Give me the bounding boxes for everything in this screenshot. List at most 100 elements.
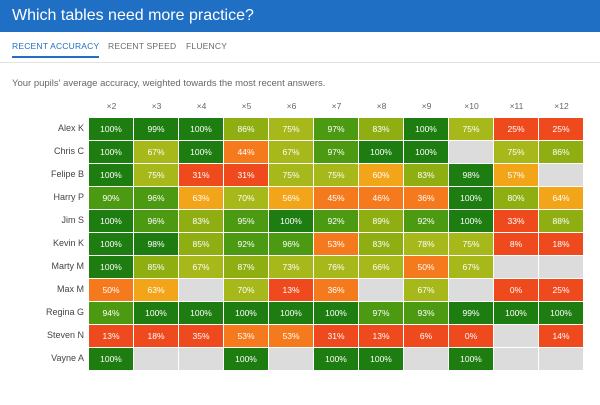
heatmap-cell: 63% (134, 279, 178, 301)
heatmap-cell-empty (449, 279, 493, 301)
heatmap-cell: 14% (539, 325, 583, 347)
heatmap-cell: 31% (314, 325, 358, 347)
column-header: ×7 (331, 101, 342, 111)
heatmap-cell: 93% (404, 302, 448, 324)
heatmap-cell: 0% (494, 279, 538, 301)
heatmap-cell: 100% (314, 302, 358, 324)
heatmap-cell: 70% (224, 279, 268, 301)
tab-bar: RECENT ACCURACY RECENT SPEED FLUENCY (0, 32, 600, 63)
heatmap-cell-empty (494, 325, 538, 347)
heatmap-cell: 57% (494, 164, 538, 186)
pupil-name: Regina G (45, 307, 84, 317)
heatmap-cell: 88% (539, 210, 583, 232)
heatmap-cell: 78% (404, 233, 448, 255)
heatmap-cell: 100% (89, 164, 133, 186)
heatmap-cell: 100% (89, 348, 133, 370)
heatmap-cell: 100% (269, 302, 313, 324)
heatmap-cell: 100% (224, 302, 268, 324)
heatmap-cell: 92% (404, 210, 448, 232)
heatmap-cell: 0% (449, 325, 493, 347)
heatmap-cell: 18% (539, 233, 583, 255)
heatmap-cell: 50% (404, 256, 448, 278)
heatmap-cell: 83% (359, 118, 403, 140)
heatmap-cell: 100% (269, 210, 313, 232)
pupil-name: Alex K (57, 123, 84, 133)
tab-recent-speed[interactable]: RECENT SPEED (108, 41, 177, 51)
heatmap-cell: 75% (134, 164, 178, 186)
heatmap-cell: 67% (449, 256, 493, 278)
heatmap-cell: 75% (494, 141, 538, 163)
heatmap-cell: 97% (314, 141, 358, 163)
heatmap-cell: 83% (404, 164, 448, 186)
heatmap-cell: 97% (359, 302, 403, 324)
heatmap-cell: 100% (89, 256, 133, 278)
heatmap-cell: 100% (404, 141, 448, 163)
heatmap-cell: 25% (539, 118, 583, 140)
heatmap-cell: 46% (359, 187, 403, 209)
heatmap-cell: 50% (89, 279, 133, 301)
heatmap-cell: 85% (179, 233, 223, 255)
heatmap-cell-empty (494, 348, 538, 370)
tab-recent-accuracy[interactable]: RECENT ACCURACY (12, 41, 100, 58)
heatmap-cell: 85% (134, 256, 178, 278)
heatmap-cell: 100% (89, 141, 133, 163)
heatmap-cell: 67% (134, 141, 178, 163)
heatmap-cell: 99% (449, 302, 493, 324)
heatmap-cell: 67% (404, 279, 448, 301)
heatmap-cell: 63% (179, 187, 223, 209)
heatmap-cell: 53% (314, 233, 358, 255)
heatmap-cell-empty (539, 164, 583, 186)
heatmap-cell: 6% (404, 325, 448, 347)
heatmap-cell-empty (404, 348, 448, 370)
column-header: ×11 (509, 101, 524, 111)
pupil-name: Kevin K (52, 238, 84, 248)
heatmap-cell: 100% (404, 118, 448, 140)
pupil-name: Marty M (51, 261, 85, 271)
heatmap-cell: 100% (179, 141, 223, 163)
column-header: ×10 (464, 101, 479, 111)
heatmap-cell: 96% (269, 233, 313, 255)
heatmap-cell: 36% (404, 187, 448, 209)
heatmap-cell: 70% (224, 187, 268, 209)
heatmap-cell: 100% (449, 187, 493, 209)
heatmap-cell: 53% (224, 325, 268, 347)
heatmap-cell: 100% (539, 302, 583, 324)
heatmap-cell: 100% (134, 302, 178, 324)
heatmap-cell: 75% (314, 164, 358, 186)
pupil-name: Harry P (53, 192, 84, 202)
heatmap-cell: 89% (359, 210, 403, 232)
heatmap-cell: 97% (314, 118, 358, 140)
heatmap-cell: 98% (134, 233, 178, 255)
heatmap-cell: 45% (314, 187, 358, 209)
heatmap-cell: 31% (179, 164, 223, 186)
heatmap-cell: 56% (269, 187, 313, 209)
heatmap-cell: 76% (314, 256, 358, 278)
heatmap-cell: 53% (269, 325, 313, 347)
tab-fluency[interactable]: FLUENCY (186, 41, 228, 51)
heatmap-cell-empty (539, 348, 583, 370)
heatmap-cell: 75% (449, 233, 493, 255)
heatmap-cell: 100% (89, 118, 133, 140)
heatmap-cell: 87% (224, 256, 268, 278)
heatmap-cell: 94% (89, 302, 133, 324)
column-header: ×5 (241, 101, 252, 111)
column-header: ×6 (286, 101, 297, 111)
heatmap-cell: 31% (224, 164, 268, 186)
pupil-name: Felipe B (50, 169, 84, 179)
heatmap-cell: 98% (449, 164, 493, 186)
pupil-name: Max M (57, 284, 84, 294)
heatmap-cell: 100% (359, 141, 403, 163)
heatmap-cell: 100% (89, 210, 133, 232)
heatmap-cell: 35% (179, 325, 223, 347)
heatmap-cell: 60% (359, 164, 403, 186)
heatmap-cell: 86% (539, 141, 583, 163)
heatmap-cell: 100% (179, 118, 223, 140)
column-header: ×3 (151, 101, 162, 111)
heatmap-cell: 100% (449, 210, 493, 232)
heatmap-cell: 33% (494, 210, 538, 232)
heatmap-cell: 44% (224, 141, 268, 163)
heatmap-cell: 67% (269, 141, 313, 163)
heatmap-cell: 36% (314, 279, 358, 301)
heatmap-cell: 80% (494, 187, 538, 209)
heatmap-cell-empty (134, 348, 178, 370)
